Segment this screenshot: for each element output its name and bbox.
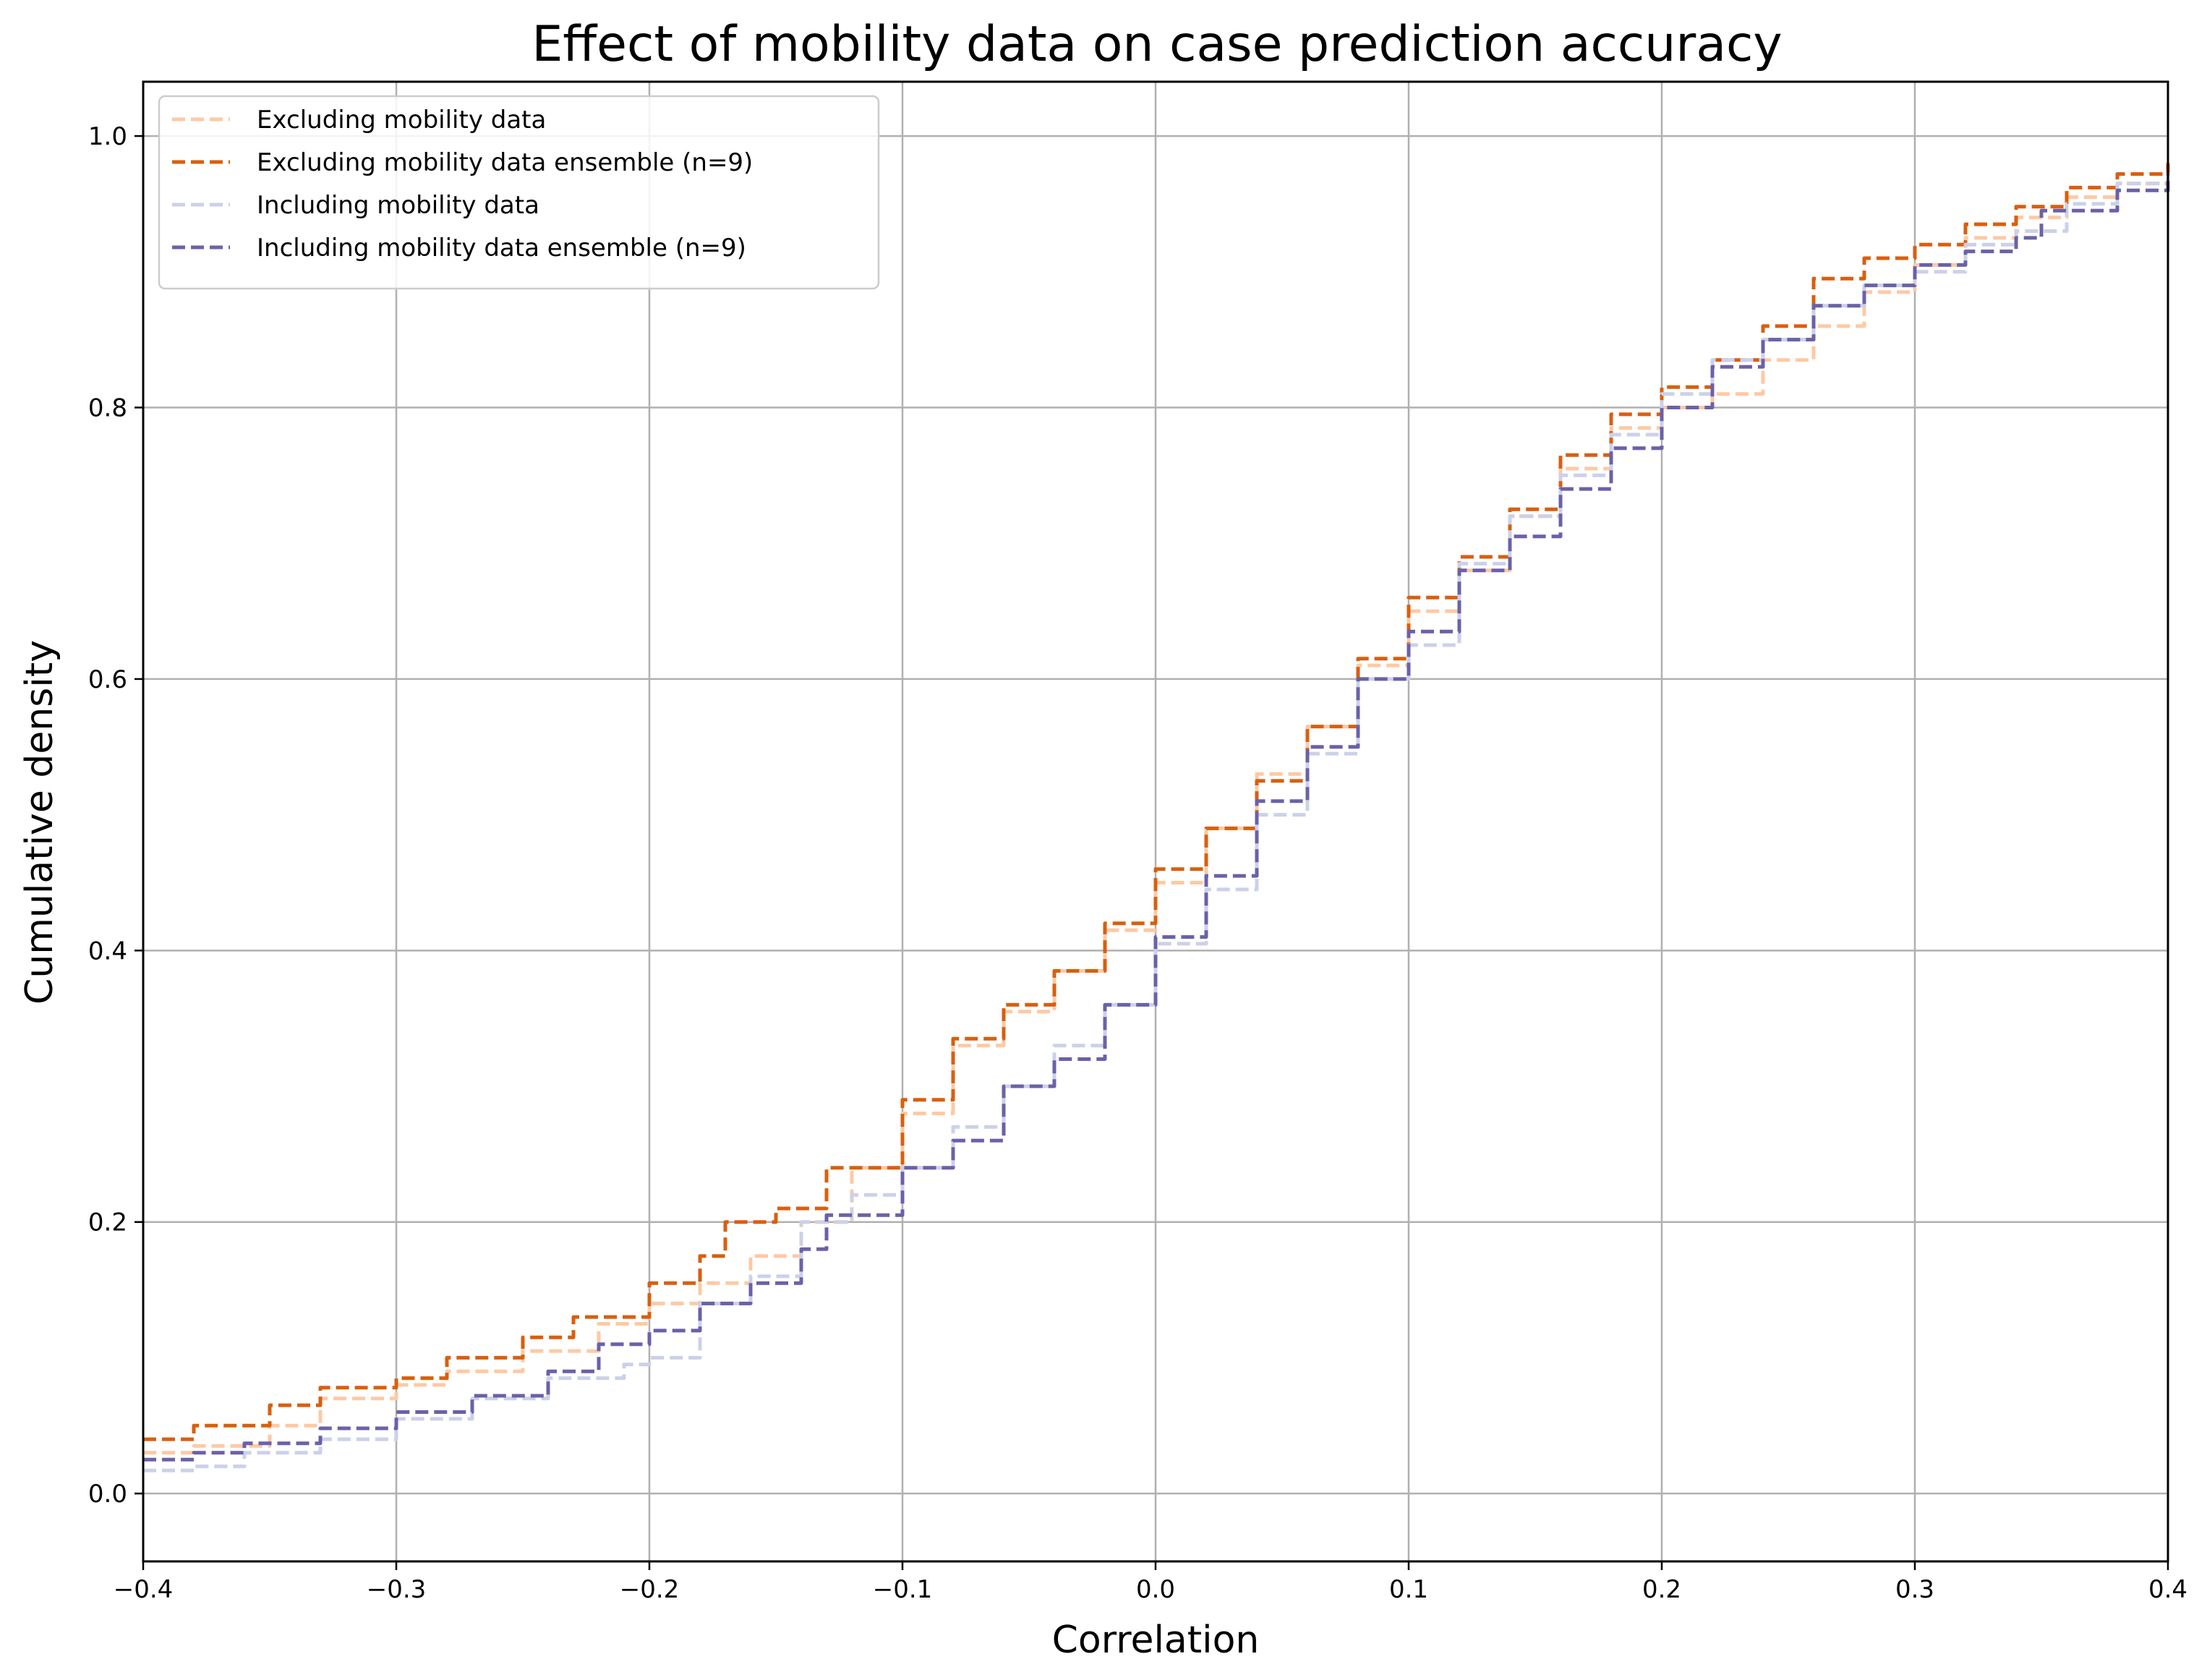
series-line-4 [143,174,2170,1462]
legend-label: Including mobility data ensemble (n=9) [257,234,746,263]
x-tick-label: −0.2 [620,1575,680,1604]
series-line-1 [143,170,2170,1455]
y-tick-label: 0.4 [88,937,127,965]
x-tick-label: 0.2 [1642,1575,1681,1604]
legend-box [158,95,880,290]
y-tick-label: 0.0 [88,1480,127,1509]
x-tick-label: 0.1 [1389,1575,1428,1604]
y-tick-label: 1.0 [88,122,127,151]
legend-label: Excluding mobility data [257,106,546,135]
y-tick-label: 0.8 [88,393,127,422]
x-tick-label: 0.3 [1895,1575,1934,1604]
x-tick-label: −0.1 [873,1575,933,1604]
y-axis-label: Cumulative density [18,640,61,1005]
x-axis-label: Correlation [1052,1619,1260,1662]
series-line-2 [143,163,2170,1441]
y-tick-label: 0.2 [88,1208,127,1237]
x-axis: −0.4 −0.3 −0.2 −0.1 0.0 0.1 0.2 0.3 0.4 [114,1561,2187,1604]
x-tick-label: 0.4 [2148,1575,2187,1604]
y-axis: 0.0 0.2 0.4 0.6 0.8 1.0 [88,122,143,1509]
legend: Excluding mobility data Excluding mobilit… [158,95,880,290]
legend-label: Including mobility data [257,191,539,220]
y-tick-label: 0.6 [88,665,127,694]
series-layer [143,163,2170,1472]
legend-label: Excluding mobility data ensemble (n=9) [257,148,753,177]
x-tick-label: −0.3 [367,1575,427,1604]
chart-title: Effect of mobility data on case predicti… [532,16,1782,73]
series-line-3 [143,170,2170,1472]
x-tick-label: −0.4 [114,1575,174,1604]
x-tick-label: 0.0 [1136,1575,1175,1604]
